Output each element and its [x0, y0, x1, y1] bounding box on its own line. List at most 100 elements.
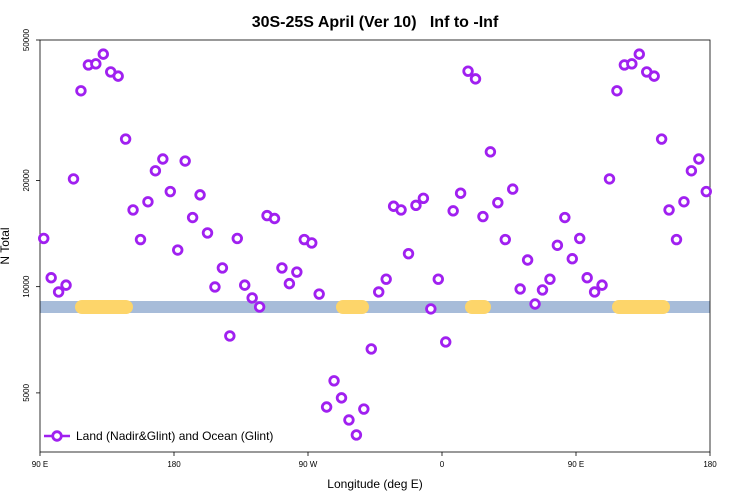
- data-point: [700, 185, 712, 198]
- data-point: [90, 58, 102, 70]
- y-tick-label: 10000: [22, 275, 31, 298]
- data-point: [484, 146, 497, 158]
- data-point: [574, 232, 586, 245]
- data-point: [60, 279, 72, 291]
- data-point: [224, 330, 236, 342]
- data-point: [417, 192, 430, 204]
- data-point: [216, 262, 229, 274]
- data-point: [462, 65, 474, 77]
- data-point: [440, 336, 452, 348]
- data-point: [454, 187, 467, 199]
- data-point: [306, 237, 318, 249]
- data-point: [477, 210, 489, 223]
- data-point: [45, 272, 57, 284]
- data-point: [186, 211, 199, 224]
- data-point: [432, 273, 444, 285]
- data-point: [514, 283, 526, 295]
- data-point: [588, 286, 601, 298]
- chart-title: 30S-25S April (Ver 10) Inf to -Inf: [252, 14, 499, 31]
- data-point: [209, 281, 221, 293]
- surface-strip: [40, 300, 710, 314]
- data-point: [536, 284, 549, 296]
- data-point: [283, 277, 296, 290]
- data-point: [67, 173, 80, 185]
- data-point: [172, 244, 184, 256]
- data-point: [343, 414, 355, 426]
- data-point: [603, 173, 616, 185]
- data-point: [507, 183, 519, 195]
- data-point: [469, 73, 482, 85]
- data-point: [313, 288, 325, 300]
- data-point: [425, 303, 437, 315]
- data-point: [447, 205, 459, 217]
- x-tick-label: 90 E: [32, 460, 48, 469]
- data-point: [559, 211, 571, 224]
- data-point: [395, 204, 407, 216]
- data-point: [611, 85, 623, 97]
- data-point: [97, 48, 109, 60]
- x-tick-label: 0: [440, 460, 445, 469]
- data-point: [350, 429, 363, 441]
- data-point: [380, 273, 392, 285]
- data-point: [149, 165, 162, 177]
- land-strip: [75, 300, 133, 314]
- data-point: [328, 375, 340, 387]
- data-point: [194, 189, 206, 201]
- data-point: [134, 233, 147, 246]
- data-point: [127, 204, 139, 216]
- data-point: [402, 247, 415, 260]
- data-point: [119, 133, 132, 145]
- data-point: [499, 233, 511, 246]
- data-point: [663, 204, 675, 216]
- data-point: [373, 286, 385, 298]
- land-strip: [612, 300, 670, 314]
- data-point: [626, 58, 638, 70]
- legend-label: Land (Nadir&Glint) and Ocean (Glint): [76, 429, 273, 443]
- plot-frame: [39, 39, 711, 453]
- data-point: [596, 279, 608, 291]
- land-strip: [336, 300, 369, 314]
- data-point: [633, 48, 645, 60]
- data-point: [521, 254, 534, 266]
- data-point: [581, 272, 593, 284]
- data-point: [52, 286, 65, 298]
- data-point: [685, 165, 698, 177]
- data-point: [365, 343, 377, 355]
- data-point: [38, 232, 50, 245]
- data-point: [268, 212, 281, 225]
- data-point: [678, 196, 690, 208]
- y-axis-label: N Total: [0, 227, 12, 264]
- data-point: [112, 70, 124, 82]
- x-tick-label: 180: [703, 460, 717, 469]
- data-point: [655, 133, 668, 145]
- x-axis-label: Longitude (deg E): [327, 477, 422, 491]
- data-point: [253, 301, 266, 313]
- data-point: [164, 185, 176, 198]
- y-tick-label: 5000: [22, 383, 31, 401]
- data-point: [566, 253, 578, 265]
- data-point: [276, 262, 288, 274]
- legend-marker: [51, 430, 63, 442]
- data-point: [544, 273, 556, 285]
- data-point: [551, 239, 564, 251]
- x-tick-label: 90 W: [299, 460, 318, 469]
- data-point: [239, 279, 251, 291]
- x-tick-label: 180: [167, 460, 181, 469]
- y-tick-label: 20000: [22, 169, 31, 192]
- data-point: [157, 153, 169, 165]
- data-point: [291, 266, 303, 278]
- data-point: [410, 199, 422, 212]
- data-point: [648, 70, 660, 82]
- data-point: [231, 232, 243, 245]
- data-point: [320, 401, 333, 413]
- data-point: [142, 196, 154, 208]
- y-tick-label: 50000: [22, 28, 31, 51]
- data-point: [335, 392, 348, 404]
- land-strip: [465, 300, 491, 314]
- data-point: [246, 292, 258, 304]
- ocean-strip: [40, 301, 710, 313]
- data-point: [529, 298, 541, 310]
- data-point: [670, 233, 683, 246]
